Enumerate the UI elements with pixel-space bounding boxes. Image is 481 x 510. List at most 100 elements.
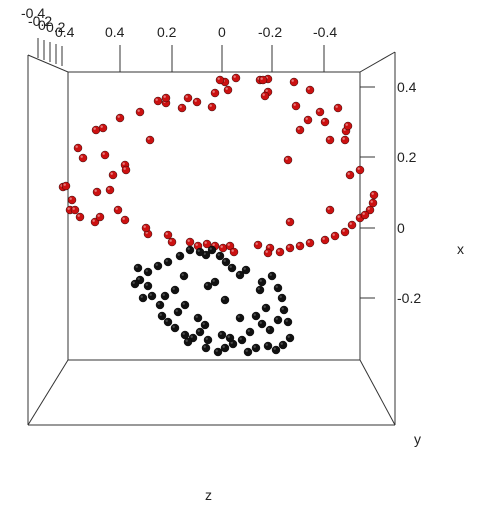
point-highlight — [135, 265, 138, 268]
data-point — [163, 230, 173, 240]
point-highlight — [217, 253, 220, 256]
point-highlight — [165, 319, 168, 322]
point-highlight — [277, 249, 280, 252]
data-point — [61, 181, 71, 191]
data-point — [201, 343, 211, 353]
point-highlight — [230, 341, 233, 344]
point-highlight — [245, 349, 248, 352]
point-highlight — [279, 295, 282, 298]
data-point — [285, 243, 295, 253]
data-point — [225, 333, 235, 343]
point-highlight — [115, 207, 118, 210]
point-highlight — [190, 335, 193, 338]
point-highlight — [227, 335, 230, 338]
data-point — [73, 143, 83, 153]
point-highlight — [259, 321, 262, 324]
point-highlight — [72, 207, 75, 210]
box-top-edge — [27, 51, 396, 73]
point-highlight — [185, 339, 188, 342]
point-highlight — [342, 229, 345, 232]
data-point — [147, 291, 157, 301]
data-point — [177, 103, 187, 113]
point-highlight — [322, 119, 325, 122]
points-layer — [58, 73, 379, 357]
data-point — [105, 185, 115, 195]
data-point — [260, 91, 270, 101]
point-highlight — [172, 287, 175, 290]
data-point — [251, 343, 261, 353]
top-tick-label: -0.2 — [258, 24, 282, 40]
data-point — [347, 220, 357, 230]
point-highlight — [220, 245, 223, 248]
data-point — [265, 325, 275, 335]
data-point — [207, 102, 217, 112]
point-highlight — [265, 89, 268, 92]
point-highlight — [107, 187, 110, 190]
data-point — [161, 93, 171, 103]
point-highlight — [297, 127, 300, 130]
point-highlight — [155, 263, 158, 266]
data-point — [257, 277, 267, 287]
point-highlight — [181, 273, 184, 276]
data-point — [95, 212, 105, 222]
data-point — [155, 300, 165, 310]
point-highlight — [197, 249, 200, 252]
y-axis-label: y — [414, 431, 421, 447]
point-highlight — [263, 305, 266, 308]
top-tick-label: 0.4 — [55, 24, 75, 40]
data-point — [90, 217, 100, 227]
point-highlight — [327, 207, 330, 210]
point-highlight — [233, 75, 236, 78]
right-ticks: 0.4 0.2 0 -0.2 — [360, 79, 421, 306]
point-highlight — [285, 319, 288, 322]
data-point — [115, 113, 125, 123]
data-point — [220, 295, 230, 305]
data-point — [183, 93, 193, 103]
point-highlight — [287, 335, 290, 338]
data-point — [271, 345, 281, 355]
point-highlight — [93, 127, 96, 130]
point-highlight — [280, 342, 283, 345]
point-highlight — [253, 345, 256, 348]
point-highlight — [287, 219, 290, 222]
data-point — [305, 85, 315, 95]
point-highlight — [182, 302, 185, 305]
point-highlight — [100, 125, 103, 128]
point-highlight — [362, 212, 365, 215]
data-point — [108, 170, 118, 180]
point-highlight — [370, 200, 373, 203]
data-point — [340, 135, 350, 145]
right-tick-label: 0.4 — [397, 79, 417, 95]
point-highlight — [243, 267, 246, 270]
point-highlight — [147, 137, 150, 140]
data-point — [245, 327, 255, 337]
point-highlight — [269, 273, 272, 276]
data-point — [100, 150, 110, 160]
point-highlight — [349, 222, 352, 225]
point-highlight — [335, 105, 338, 108]
data-point — [253, 240, 263, 250]
data-point — [355, 165, 365, 175]
point-highlight — [281, 307, 284, 310]
data-point — [220, 343, 230, 353]
data-point — [330, 231, 340, 241]
point-highlight — [163, 95, 166, 98]
data-point — [360, 210, 370, 220]
data-point — [185, 237, 195, 247]
inner-bl-diag — [27, 359, 69, 426]
point-highlight — [209, 104, 212, 107]
data-point — [273, 315, 283, 325]
point-highlight — [317, 109, 320, 112]
data-point — [120, 215, 130, 225]
data-point — [113, 205, 123, 215]
point-highlight — [305, 117, 308, 120]
top-tick-label: -0.4 — [313, 24, 337, 40]
data-point — [235, 313, 245, 323]
point-highlight — [137, 109, 140, 112]
point-highlight — [291, 79, 294, 82]
data-point — [98, 123, 108, 133]
data-point — [267, 271, 277, 281]
point-highlight — [229, 265, 232, 268]
right-tick-label: -0.2 — [397, 290, 421, 306]
data-point — [283, 317, 293, 327]
